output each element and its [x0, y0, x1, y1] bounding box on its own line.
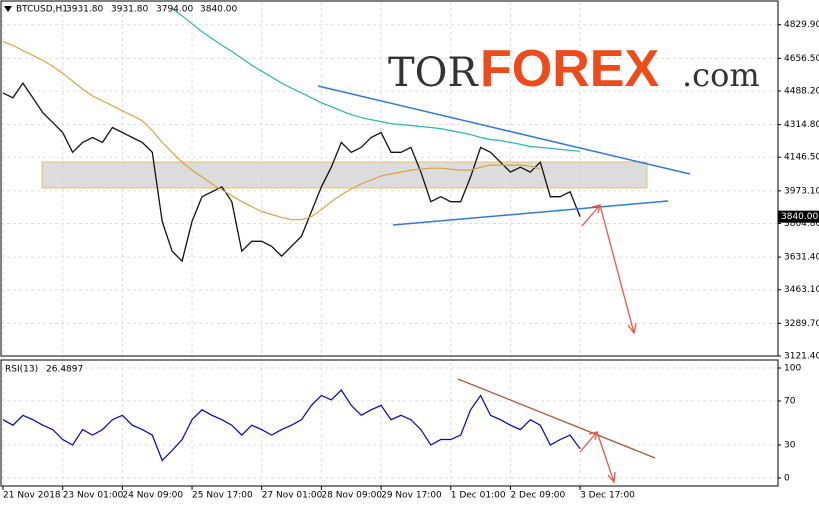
x-tick-label: 28 Nov 09:00 — [321, 491, 382, 501]
x-tick-label: 27 Nov 01:00 — [262, 491, 323, 501]
high: 3931.80 — [111, 5, 148, 15]
logo: TOR FOREX .com — [388, 40, 760, 98]
logo-brand: FOREX — [480, 40, 659, 98]
indicator-value: 26.4897 — [46, 365, 83, 375]
series-line — [2, 41, 541, 221]
series-line — [171, 8, 581, 152]
logo-suffix: .com — [682, 56, 760, 94]
y-tick-label: 4656.50 — [784, 54, 819, 64]
y-tick-label: 100 — [784, 364, 801, 374]
y-tick-label: 30 — [784, 440, 796, 450]
x-tick-label: 2 Dec 09:00 — [510, 491, 565, 501]
y-tick-label: 0 — [784, 473, 790, 483]
y-tick-label: 4488.20 — [784, 86, 819, 96]
x-tick-label: 25 Nov 17:00 — [192, 491, 253, 501]
x-tick-label: 23 Nov 01:00 — [63, 491, 124, 501]
trend-line — [317, 85, 691, 175]
symbol: BTCUSD,H1 — [16, 5, 68, 15]
open: 3931.80 — [66, 5, 103, 15]
indicator-name: RSI(13) — [5, 365, 38, 375]
y-tick-label: 4146.50 — [784, 153, 819, 163]
rsi-trend-line — [457, 378, 656, 459]
price-panel-frame — [0, 0, 779, 357]
forecast-arrows — [579, 204, 637, 484]
logo-prefix: TOR — [388, 50, 479, 96]
low: 3794.00 — [156, 5, 193, 15]
price-header: BTCUSD,H1 3931.80 3931.80 3794.00 3840.0… — [4, 5, 237, 15]
arrow — [599, 204, 637, 335]
x-tick-label: 24 Nov 09:00 — [122, 491, 183, 501]
rsi-panel-frame — [0, 359, 779, 487]
last-price-label: 3840.00 — [781, 212, 818, 222]
series-line — [2, 81, 581, 263]
header-icon — [4, 6, 12, 12]
x-tick-label: 29 Nov 17:00 — [381, 491, 442, 501]
series-line — [2, 389, 581, 462]
y-tick-label: 70 — [784, 397, 796, 407]
y-tick-label: 4829.90 — [784, 20, 819, 30]
x-tick-label: 3 Dec 17:00 — [580, 491, 635, 501]
x-tick-label: 21 Nov 2018 — [3, 491, 61, 501]
y-tick-label: 3804.80 — [784, 219, 819, 229]
trend-line — [392, 200, 669, 226]
y-tick-label: 3121.40 — [784, 352, 819, 362]
y-tick-label: 3463.10 — [784, 285, 819, 295]
y-tick-label: 3973.10 — [784, 186, 819, 196]
arrow — [596, 431, 616, 484]
y-tick-label: 3631.40 — [784, 253, 819, 263]
support-zone — [41, 161, 648, 189]
last-price-box — [778, 210, 819, 223]
x-tick-label: 1 Dec 01:00 — [451, 491, 506, 501]
close: 3840.00 — [200, 5, 237, 15]
y-tick-label: 3289.70 — [784, 319, 819, 329]
y-tick-label: 4314.80 — [784, 120, 819, 130]
